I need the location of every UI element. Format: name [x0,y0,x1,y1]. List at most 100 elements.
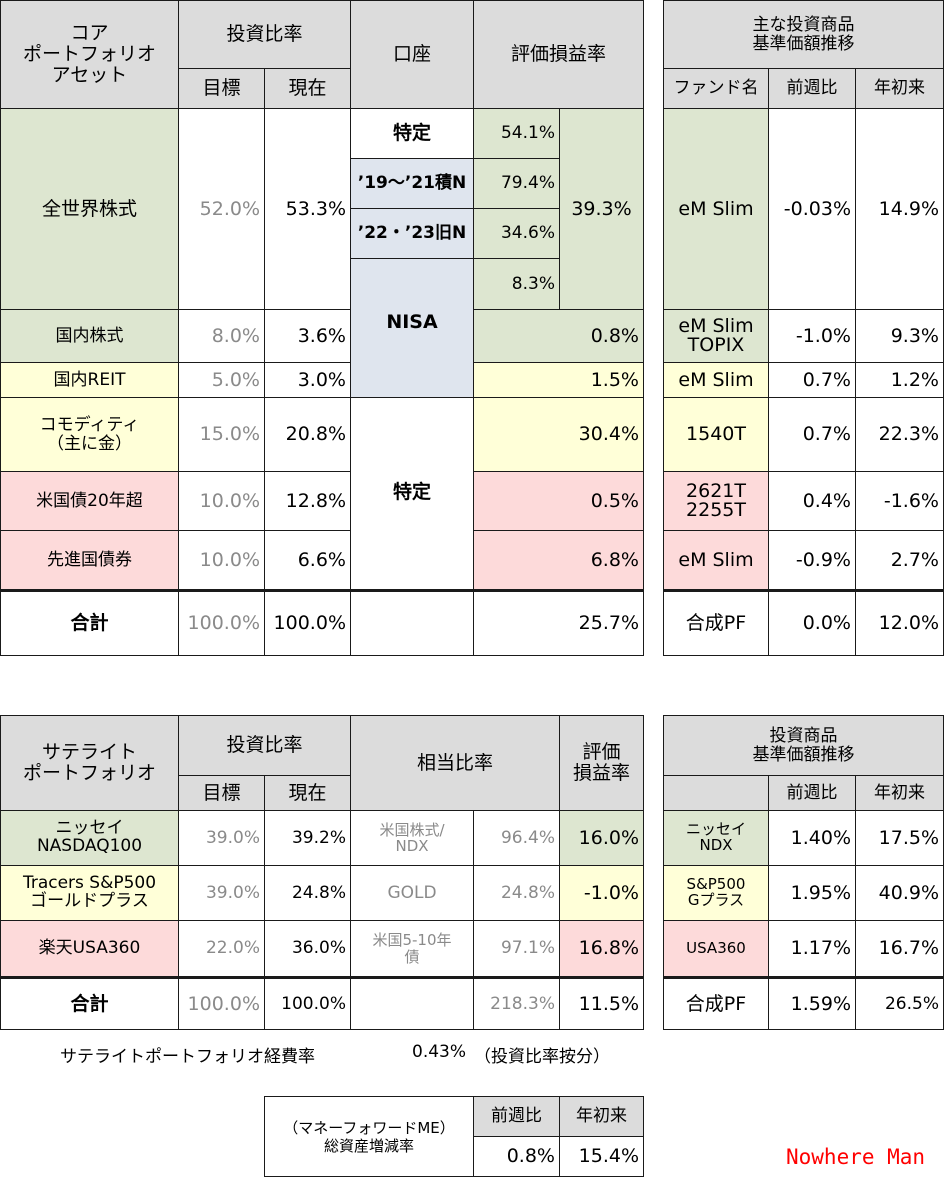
fund-week: 0.7% [768,397,856,472]
core-total-label: 合計 [0,589,179,656]
core-total-account [350,589,474,656]
asset-change-col-ytd: 年初来 [559,1096,644,1137]
product-ytd: 17.5% [855,810,944,866]
satellite-total-target: 100.0% [178,976,265,1030]
account-tokutei: 特定 [350,108,474,159]
commodity-current: 20.8% [264,397,351,472]
expense-note: （投資比率按分） [474,1047,610,1067]
asset-world-stock: 全世界株式 [0,108,179,310]
fund-col-name: ファンド名 [663,68,769,109]
fund-week: 0.7% [768,362,856,398]
product-name-composite: 合成PF [663,976,769,1030]
fund-week: 0.4% [768,471,856,531]
fund-table-title: 主な投資商品 基準価額推移 [663,0,944,69]
fund-ytd: 2.7% [855,530,944,590]
core-header-ratio: 投資比率 [178,0,351,69]
world-total-gain: 39.3% [559,108,644,310]
world-gain-tokutei: 54.1% [473,108,560,159]
core-header-account: 口座 [350,0,474,109]
satellite-current: 24.8% [264,865,351,921]
fund-ytd: 22.3% [855,397,944,472]
account-tokutei-lower: 特定 [350,397,474,590]
expense-value: 0.43% [412,1042,467,1062]
products-col-ytd: 年初来 [855,775,944,811]
developed-bond-gain: 6.8% [473,530,644,590]
satellite-header-ratio: 投資比率 [178,715,351,776]
asset-domestic-stock: 国内株式 [0,309,179,363]
fund-name: eM Slim [663,530,769,590]
world-current: 53.3% [264,108,351,310]
products-col-week: 前週比 [768,775,856,811]
satellite-gain: 16.0% [559,810,644,866]
core-total-target: 100.0% [178,589,265,656]
us-bond-target: 10.0% [178,471,265,531]
product-week: 1.95% [768,865,856,921]
asset-change-label: （マネーフォワードME） 総資産増減率 [264,1096,474,1177]
world-gain-nisa: 8.3% [473,258,560,310]
core-total-current: 100.0% [264,589,351,656]
satellite-header-target: 目標 [178,775,265,811]
world-gain-tsumitate: 79.4% [473,158,560,209]
core-header-gain: 評価損益率 [473,0,644,109]
fund-name: 2621T 2255T [663,471,769,531]
fund-name: eM Slim TOPIX [663,309,769,363]
commodity-gain: 30.4% [473,397,644,472]
product-name: ニッセイ NDX [663,810,769,866]
products-col-name [663,775,769,811]
fund-name-composite: 合成PF [663,589,769,656]
domestic-reit-target: 5.0% [178,362,265,398]
satellite-header-title: サテライト ポートフォリオ [0,715,179,811]
satellite-equiv-name: GOLD [350,865,474,921]
account-old-nisa: ’22・’23旧N [350,208,474,259]
satellite-fund-name: 楽天USA360 [0,920,179,977]
satellite-target: 39.0% [178,810,265,866]
world-target: 52.0% [178,108,265,310]
products-table-title: 投資商品 基準価額推移 [663,715,944,776]
satellite-current: 36.0% [264,920,351,977]
fund-ytd-composite: 12.0% [855,589,944,656]
account-tsumitate-nisa: ’19～’21積N [350,158,474,209]
fund-ytd: 9.3% [855,309,944,363]
satellite-header-equiv: 相当比率 [350,715,560,811]
domestic-reit-current: 3.0% [264,362,351,398]
expense-label: サテライトポートフォリオ経費率 [60,1047,315,1067]
product-week-composite: 1.59% [768,976,856,1030]
product-ytd: 40.9% [855,865,944,921]
developed-bond-current: 6.6% [264,530,351,590]
fund-name: eM Slim [663,108,769,310]
satellite-total-current: 100.0% [264,976,351,1030]
domestic-stock-target: 8.0% [178,309,265,363]
fund-week: -0.9% [768,530,856,590]
product-ytd-composite: 26.5% [855,976,944,1030]
asset-developed-bond: 先進国債券 [0,530,179,590]
satellite-equiv-name: 米国株式/ NDX [350,810,474,866]
satellite-target: 22.0% [178,920,265,977]
product-week: 1.40% [768,810,856,866]
fund-week: -0.03% [768,108,856,310]
domestic-reit-gain: 1.5% [473,362,644,398]
satellite-total-gain: 11.5% [559,976,644,1030]
fund-ytd: 14.9% [855,108,944,310]
satellite-equiv: 96.4% [473,810,560,866]
satellite-current: 39.2% [264,810,351,866]
satellite-gain: -1.0% [559,865,644,921]
world-gain-old-nisa: 34.6% [473,208,560,259]
asset-us-bond: 米国債20年超 [0,471,179,531]
satellite-equiv: 97.1% [473,920,560,977]
satellite-header-current: 現在 [264,775,351,811]
satellite-header-gain: 評価 損益率 [559,715,644,811]
developed-bond-target: 10.0% [178,530,265,590]
product-name: USA360 [663,920,769,977]
core-total-gain: 25.7% [473,589,644,656]
asset-commodity: コモディティ （主に金） [0,397,179,472]
fund-week-composite: 0.0% [768,589,856,656]
fund-ytd: 1.2% [855,362,944,398]
fund-col-ytd: 年初来 [855,68,944,109]
us-bond-gain: 0.5% [473,471,644,531]
core-header-current: 現在 [264,68,351,109]
satellite-gain: 16.8% [559,920,644,977]
asset-change-week: 0.8% [473,1136,560,1177]
us-bond-current: 12.8% [264,471,351,531]
satellite-fund-name: ニッセイ NASDAQ100 [0,810,179,866]
satellite-target: 39.0% [178,865,265,921]
